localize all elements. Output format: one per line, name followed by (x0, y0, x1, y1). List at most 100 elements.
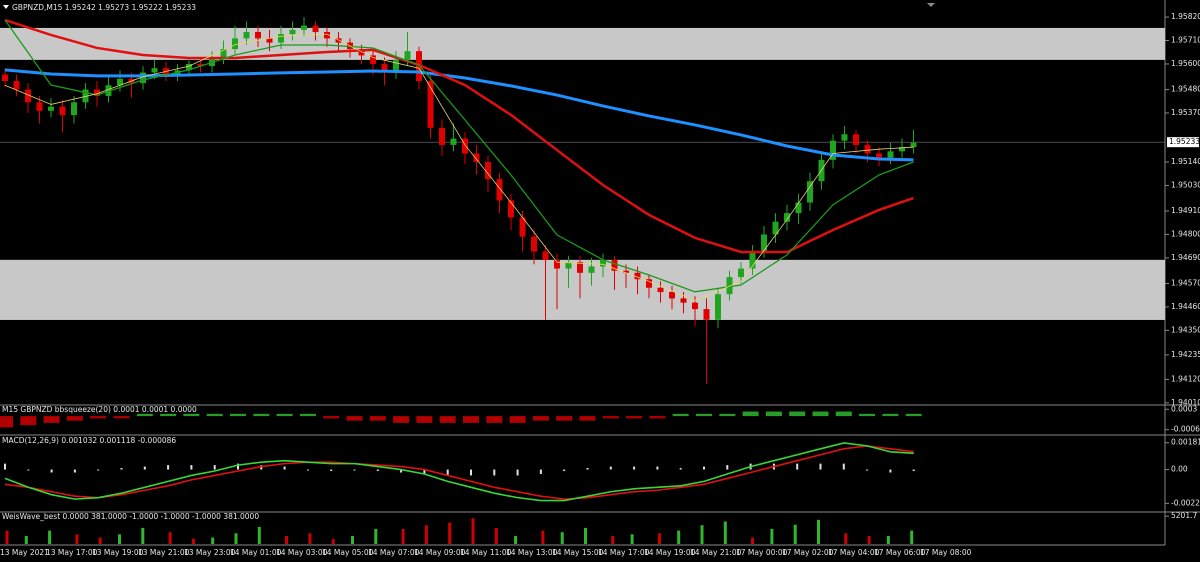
macd-histogram (97, 469, 100, 471)
weis-bar (374, 529, 378, 544)
y-tick-label: -0.002284 (1171, 498, 1200, 507)
squeeze-bar (206, 413, 223, 417)
candle-body (232, 38, 238, 50)
candle-body (186, 63, 192, 71)
candle-body (243, 31, 250, 39)
macd-histogram (493, 469, 496, 476)
squeeze-bar (626, 416, 643, 419)
squeeze-bar (183, 413, 200, 417)
x-tick-label: 13 May 21:00 (138, 548, 190, 557)
candle-body (531, 236, 537, 252)
candle-body (876, 153, 882, 158)
y-tick-label: 1.95820 (1171, 12, 1200, 21)
macd-histogram (633, 466, 636, 470)
squeeze-bar (556, 416, 573, 421)
y-tick-label: 1.94910 (1171, 206, 1200, 215)
macd-histogram (330, 469, 333, 472)
squeeze-bar (789, 411, 806, 417)
macd-histogram (609, 466, 612, 470)
macd-histogram (889, 469, 892, 473)
macd-histogram (213, 465, 216, 470)
candle-body (25, 89, 31, 103)
candle-body (59, 106, 66, 116)
y-tick-label: 0.00 (1171, 465, 1188, 474)
candle-body (634, 272, 641, 280)
macd-histogram (679, 468, 682, 470)
macd-histogram (283, 466, 286, 470)
candle-body (749, 251, 756, 269)
macd-histogram (306, 469, 309, 471)
weis-bar (541, 530, 545, 544)
macd-histogram (167, 465, 170, 470)
candle-body (600, 260, 606, 267)
weis-bar (98, 537, 102, 544)
weis-bar (308, 533, 312, 544)
squeeze-bar (905, 413, 922, 417)
squeeze-bar (696, 413, 712, 417)
candle-body (772, 221, 779, 235)
candle-body (795, 202, 802, 214)
weis-bar (118, 534, 121, 544)
squeeze-bar (323, 416, 340, 419)
weis-bar (48, 530, 52, 544)
candle-body (358, 49, 365, 56)
squeeze-bar (812, 411, 829, 417)
weis-bar (5, 530, 9, 544)
candle-body (197, 63, 204, 67)
candle-body (864, 144, 871, 154)
candle-body (439, 127, 445, 145)
menu-arrow (3, 5, 9, 9)
y-tick-label: 1.94010 (1171, 398, 1200, 407)
y-tick-label: 1.95480 (1171, 85, 1200, 94)
candle-body (841, 134, 848, 141)
squeeze-bar (859, 413, 876, 417)
candle-body (450, 138, 457, 145)
y-tick-label: 5201.7 (1171, 511, 1197, 520)
candle-body (853, 134, 859, 145)
candle-body (496, 179, 503, 201)
x-tick-label: 17 May 00:00 (736, 548, 788, 557)
macd-main (4, 442, 914, 502)
y-tick-label: 1.94120 (1171, 374, 1200, 383)
candle-body (71, 102, 77, 116)
y-tick-label: 1.95370 (1171, 108, 1200, 117)
squeeze-bar (486, 416, 503, 423)
squeeze-bar (509, 416, 526, 423)
squeeze-bar (90, 416, 107, 419)
squeeze-bar (299, 413, 316, 417)
y-tick-label: 1.95600 (1171, 59, 1200, 68)
x-tick-label: 14 May 13:00 (506, 548, 558, 557)
candle-body (623, 270, 629, 273)
squeeze-bar (649, 416, 666, 419)
weis-bar (770, 529, 774, 544)
squeeze-bar (835, 411, 852, 417)
squeeze-bar (532, 416, 549, 421)
candle-body (899, 147, 905, 152)
candle-body (393, 59, 399, 73)
macd-histogram (27, 469, 30, 471)
x-tick-label: 14 May 19:00 (644, 548, 696, 557)
weis-bar (867, 535, 871, 544)
weis-bar (751, 537, 755, 544)
squeeze-bar (346, 416, 363, 421)
y-tick-label: 1.94350 (1171, 325, 1200, 334)
candle-body (761, 234, 767, 252)
candle-body (381, 63, 388, 73)
weis-bar (494, 527, 498, 544)
candle-body (255, 31, 261, 39)
weis-bar (285, 535, 289, 544)
squeeze-bar (0, 416, 13, 428)
x-tick-label: 13 May 17:00 (46, 548, 98, 557)
candle-body (289, 29, 296, 35)
macd-histogram (73, 469, 76, 473)
candle-body (220, 49, 227, 58)
macd-histogram (516, 469, 519, 476)
shift-marker (927, 3, 935, 7)
macd-histogram (703, 466, 705, 470)
squeeze-bar (66, 416, 83, 421)
candle-body (82, 89, 89, 103)
x-tick-label: 17 May 02:00 (782, 548, 834, 557)
y-tick-label: -0.0006 (1171, 425, 1200, 434)
candle-body (117, 78, 123, 86)
macd-histogram (539, 469, 542, 474)
